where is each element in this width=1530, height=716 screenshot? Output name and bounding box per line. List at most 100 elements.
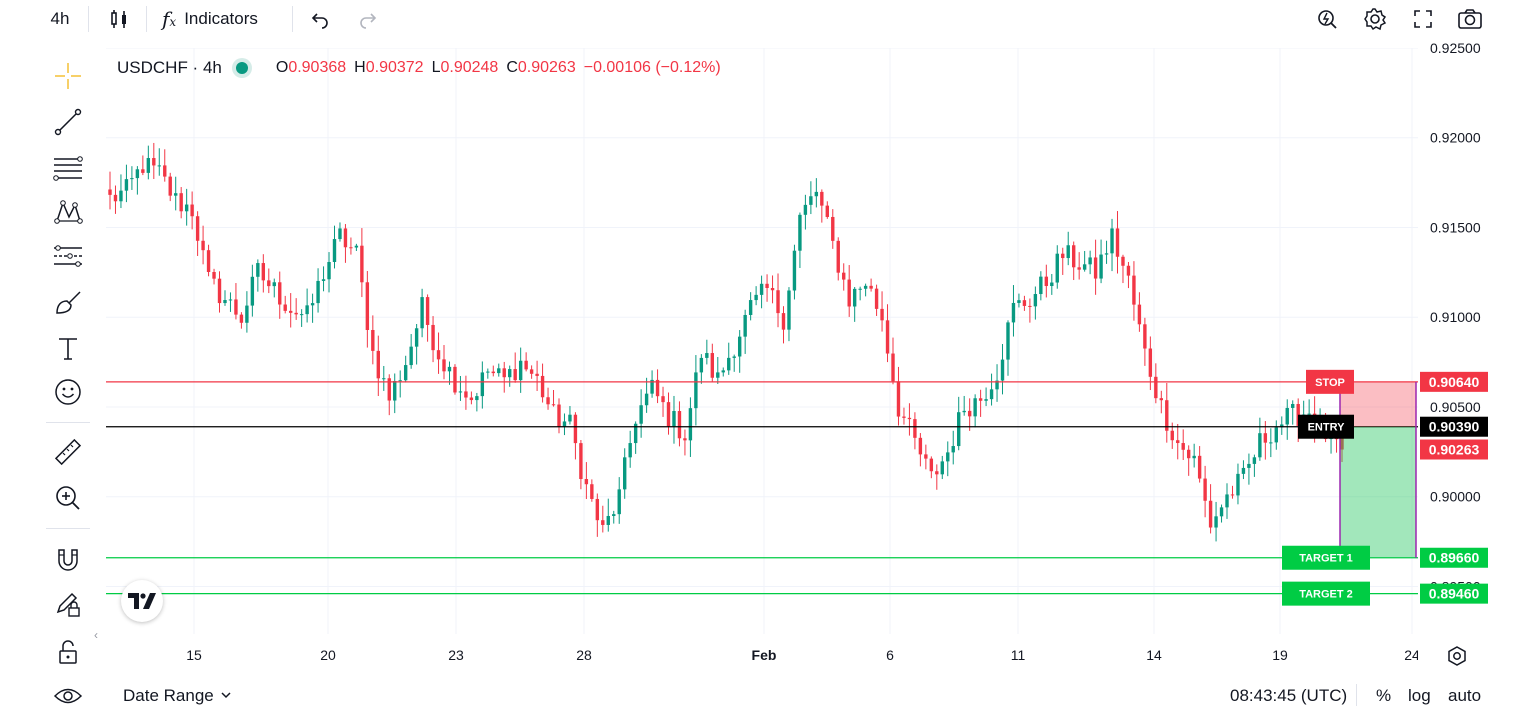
candle-body xyxy=(420,297,424,329)
candle-body xyxy=(1017,300,1021,303)
eye-icon[interactable] xyxy=(48,676,88,716)
candle-body xyxy=(995,380,999,390)
candle-body xyxy=(1236,473,1240,496)
interval-button[interactable]: 4h xyxy=(50,9,70,28)
candle-body xyxy=(1165,400,1169,431)
percent-toggle[interactable]: % xyxy=(1376,686,1392,705)
text-tool-icon[interactable] xyxy=(48,328,88,368)
price-axis[interactable]: 0.92500 0.92000 0.91500 0.91000 0.90500 0.900… xyxy=(1418,38,1530,638)
tradingview-logo-icon xyxy=(128,593,156,609)
candle-body xyxy=(513,369,517,381)
forecast-icon[interactable] xyxy=(48,236,88,276)
toolbar-divider xyxy=(292,6,293,32)
candle-body xyxy=(710,353,715,378)
unlock-icon[interactable] xyxy=(48,632,88,672)
candle-body xyxy=(902,416,906,418)
redo-icon[interactable] xyxy=(354,4,382,34)
candle-body xyxy=(639,405,643,424)
candle-body xyxy=(1072,245,1076,268)
fullscreen-icon[interactable] xyxy=(1408,4,1438,34)
candle-body xyxy=(124,179,129,191)
collapse-toolbar-icon[interactable]: ‹ xyxy=(94,628,98,642)
candle-body xyxy=(1274,427,1278,443)
candles-icon[interactable] xyxy=(104,4,134,34)
candle-body xyxy=(327,262,331,280)
last-price-label-text: 0.90263 xyxy=(1429,442,1480,458)
candle-body xyxy=(989,389,994,400)
auto-toggle[interactable]: auto xyxy=(1448,686,1482,705)
emoji-icon[interactable] xyxy=(48,372,88,412)
candle-body xyxy=(803,204,808,215)
candle-body xyxy=(1340,430,1344,450)
pattern-icon[interactable] xyxy=(48,192,88,232)
top-toolbar: 4h fx Indicators xyxy=(0,0,1530,38)
date-range-button[interactable]: Date Range xyxy=(123,686,232,706)
symbol-title[interactable]: USDCHF · 4h xyxy=(117,58,222,77)
price-tick-label: 0.92500 xyxy=(1430,40,1481,56)
candle-body xyxy=(371,329,375,351)
indicators-button[interactable]: fx Indicators xyxy=(162,4,282,34)
candle-body xyxy=(1028,305,1032,307)
candle-body xyxy=(502,368,506,378)
tradingview-logo[interactable] xyxy=(121,580,163,622)
candle-body xyxy=(787,290,791,330)
target1-tag-bg xyxy=(1282,545,1370,570)
target2-price-label-bg xyxy=(1420,583,1488,604)
open-value: 0.90368 xyxy=(288,59,347,76)
candle-body xyxy=(869,285,873,289)
candle-body xyxy=(1044,276,1049,287)
time-tick-label: 14 xyxy=(1146,647,1162,663)
time-axis[interactable]: 15 20 23 28 Feb 6 11 14 19 24 xyxy=(106,636,1420,674)
time-tick-label: 20 xyxy=(320,647,336,663)
candle-body xyxy=(228,299,233,301)
log-toggle[interactable]: log xyxy=(1408,686,1431,705)
candle-body xyxy=(393,381,397,401)
candle-body xyxy=(453,366,457,393)
entry-price-label: 0.90390 xyxy=(1420,416,1488,437)
utc-clock[interactable]: 08:43:45 (UTC) xyxy=(1230,686,1348,705)
target2-tag: TARGET 2 xyxy=(1282,581,1370,606)
candle-body xyxy=(874,288,879,309)
settings-gear-icon[interactable] xyxy=(1360,4,1390,34)
bottom-divider xyxy=(1356,684,1357,706)
candle-body xyxy=(809,196,813,205)
quick-search-icon[interactable] xyxy=(1312,4,1342,34)
brush-icon[interactable] xyxy=(48,282,88,322)
price-tick-label: 0.91500 xyxy=(1430,219,1481,235)
candle-body xyxy=(732,356,736,358)
candle-body xyxy=(365,282,370,330)
ruler-icon[interactable] xyxy=(48,432,88,472)
camera-icon[interactable] xyxy=(1454,4,1486,34)
candle-body xyxy=(1110,228,1114,254)
zoom-in-icon[interactable] xyxy=(48,478,88,518)
candle-body xyxy=(847,279,851,307)
candle-body xyxy=(798,214,802,251)
candle-body xyxy=(250,276,255,306)
candle-body xyxy=(179,193,183,212)
candle-body xyxy=(431,324,435,351)
lock-pencil-icon[interactable] xyxy=(48,584,88,624)
candle-body xyxy=(310,303,315,306)
candle-body xyxy=(1258,433,1262,458)
target2-tag-bg xyxy=(1282,581,1370,606)
crosshair-icon[interactable] xyxy=(48,56,88,96)
candle-body xyxy=(935,471,939,475)
magnet-icon[interactable] xyxy=(48,540,88,580)
fib-retracement-icon[interactable] xyxy=(48,148,88,188)
candle-body xyxy=(1159,398,1164,401)
chart-pane[interactable]: STOP ENTRY TARGET 1 TARGET 2 xyxy=(106,47,1418,634)
target2-price-label-text: 0.89460 xyxy=(1429,586,1480,602)
trend-line-icon[interactable] xyxy=(48,102,88,142)
entry-tag: ENTRY xyxy=(1298,414,1354,439)
candle-body xyxy=(820,191,824,206)
candle-body xyxy=(1126,265,1131,276)
stop-price-label-text: 0.90640 xyxy=(1429,374,1480,390)
candle-body xyxy=(152,158,156,166)
axis-settings-icon[interactable] xyxy=(1446,645,1468,672)
undo-icon[interactable] xyxy=(306,4,334,34)
candle-body xyxy=(1050,282,1054,287)
candle-body xyxy=(518,360,523,381)
candlestick-chart[interactable]: STOP ENTRY TARGET 1 TARGET 2 xyxy=(106,47,1418,634)
candle-body xyxy=(168,176,172,196)
candle-body xyxy=(195,216,200,241)
